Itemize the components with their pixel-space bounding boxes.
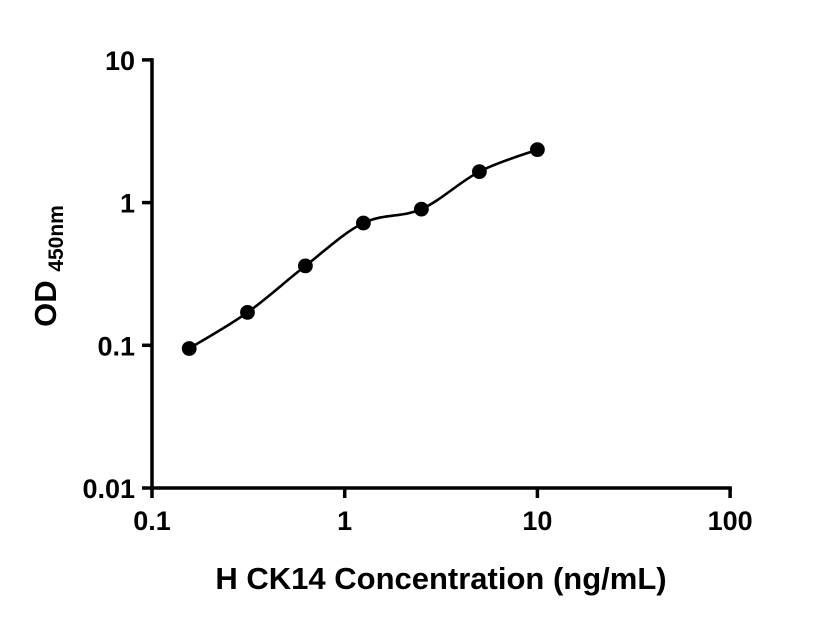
data-point (356, 215, 371, 231)
x-tick-label: 0.1 (133, 506, 171, 536)
y-tick-label: 10 (105, 46, 135, 76)
y-axis-title-main: OD (28, 280, 63, 327)
x-tick-label: 1 (337, 506, 352, 536)
data-point (181, 341, 197, 356)
series-layer (181, 142, 545, 356)
y-axis-title: OD 450nm (28, 205, 68, 327)
y-tick-label: 0.01 (82, 474, 135, 504)
x-tick-label: 10 (522, 506, 552, 536)
x-tick-label: 100 (708, 506, 753, 536)
x-axis-title: H CK14 Concentration (ng/mL) (215, 561, 666, 596)
data-point (530, 142, 545, 158)
axis-spine (150, 58, 732, 490)
fit-curve (188, 148, 538, 350)
y-tick-label: 0.1 (97, 331, 135, 361)
data-point (298, 258, 313, 274)
data-point (240, 305, 255, 320)
y-axis-title-subscript: 450nm (45, 205, 68, 272)
data-point (414, 201, 429, 217)
y-tick-label: 1 (120, 189, 135, 219)
data-point (472, 164, 487, 180)
